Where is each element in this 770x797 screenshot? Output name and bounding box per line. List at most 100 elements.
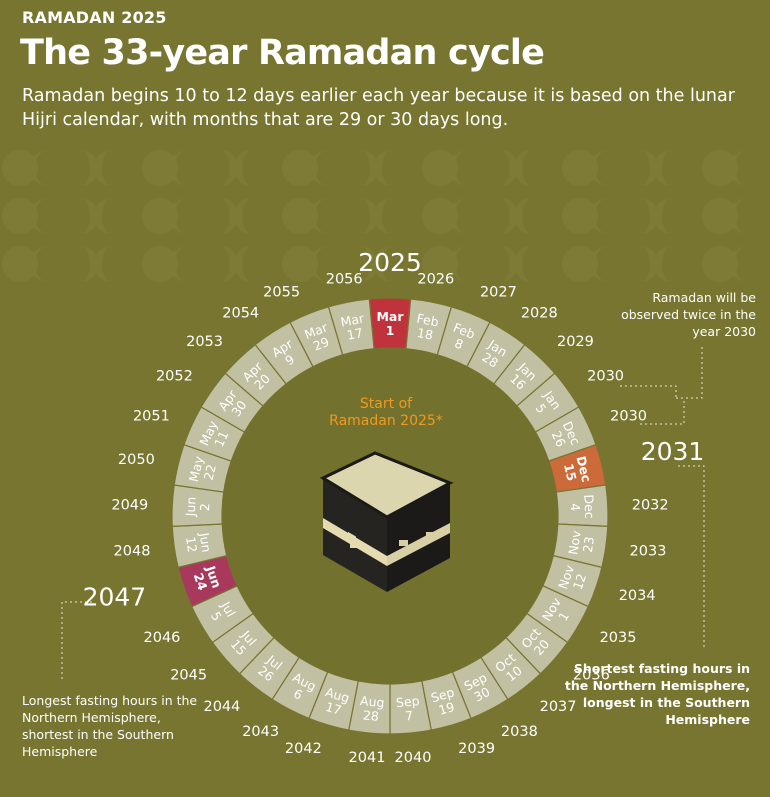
highlight-year-label: 2025 [358, 248, 422, 277]
year-label: 2038 [501, 724, 538, 740]
year-label: 2044 [203, 699, 240, 715]
segment-day: 18 [416, 325, 435, 343]
year-label: 2046 [144, 630, 181, 646]
year-label: 2029 [557, 334, 594, 350]
segment-date-label: Dec26 [547, 419, 583, 453]
segment-day: 28 [362, 707, 379, 723]
segment-date-label: Sep7 [395, 693, 421, 724]
ring-segment [327, 298, 375, 356]
segment-month: Jun [183, 496, 199, 517]
segment-day: 12 [570, 572, 589, 592]
year-label: 2027 [480, 284, 517, 300]
year-label: 2051 [133, 408, 170, 424]
segment-date-label: Mar 1 [376, 309, 404, 338]
segment-day: 22 [201, 463, 219, 482]
segment-day: 17 [324, 699, 343, 718]
year-label: 2052 [156, 369, 193, 385]
note-shortest-north: Shortest fasting hours in the Northern H… [564, 661, 750, 727]
segment-day: 7 [404, 708, 413, 724]
segment-date-label: Sep19 [429, 684, 460, 718]
segment-day: 29 [311, 334, 331, 354]
year-label: 2048 [114, 543, 151, 559]
segment-day: 23 [580, 536, 597, 554]
guide-2031 [678, 465, 705, 650]
segment-date-label: Dec15 [560, 454, 594, 486]
note-longest-north: Longest fasting hours in the Northern He… [22, 693, 198, 759]
year-label: 2028 [521, 305, 558, 321]
segment-date-label: Nov12 [555, 562, 591, 595]
segment-month: Jun [203, 563, 225, 590]
segment-day: 12 [183, 536, 200, 554]
segment-month: May [186, 454, 207, 483]
year-label: 2032 [632, 497, 669, 513]
year-label: 2035 [600, 630, 637, 646]
segment-month: Aug [324, 684, 352, 705]
year-label: 2056 [326, 271, 363, 287]
segment-date-label: Jun2 [183, 496, 213, 518]
segment-month: Sep [429, 684, 456, 705]
year-label: 2026 [417, 271, 454, 287]
segment-day: 1 [386, 323, 395, 338]
page-title: The 33-year Ramadan cycle [20, 33, 545, 73]
segment-date-label: May11 [196, 418, 233, 454]
year-label: 2030 [610, 408, 647, 424]
year-label: 2045 [170, 667, 207, 683]
segment-day: 2 [197, 503, 212, 512]
segment-date-label: Jan28 [477, 336, 510, 371]
segment-month: Dec [573, 454, 594, 483]
segment-day: 30 [471, 684, 492, 705]
segment-month: Dec [581, 494, 597, 519]
year-label: 2049 [111, 497, 148, 513]
year-label: 2054 [222, 305, 259, 321]
segment-day: 19 [437, 699, 457, 718]
year-label: 2036 [573, 667, 610, 683]
year-label: 2043 [242, 724, 279, 740]
year-label: 2050 [118, 452, 155, 468]
ring-center: Start of Ramadan 2025* [222, 348, 558, 684]
note-twice-2030: Ramadan will be observed twice in the ye… [621, 290, 756, 339]
kaaba-icon [319, 451, 454, 592]
segment-day: 11 [211, 429, 231, 450]
segment-month: Feb [415, 311, 440, 330]
year-label: 2040 [395, 750, 432, 766]
segment-date-label: Aug17 [320, 684, 352, 719]
guide-2030 [620, 344, 703, 399]
subtitle: Ramadan begins 10 to 12 days earlier eac… [22, 86, 735, 130]
segment-month: Aug [359, 693, 385, 710]
highlight-year-label: 2047 [83, 582, 147, 611]
year-label: 2042 [285, 741, 322, 757]
center-label-line2: Ramadan 2025* [329, 413, 443, 429]
segment-day: 4 [568, 503, 583, 512]
segment-date-label: Dec4 [567, 494, 597, 520]
segment-month: Nov [565, 529, 583, 556]
segment-month: Jun [196, 531, 214, 553]
segment-date-label: Mar17 [339, 310, 368, 343]
kicker: RAMADAN 2025 [22, 8, 167, 27]
year-label: 2055 [263, 284, 300, 300]
segment-date-label: May22 [186, 454, 220, 487]
year-label: 2033 [630, 543, 667, 559]
segment-day: 26 [549, 429, 569, 450]
segment-month: Sep [395, 693, 420, 710]
segment-date-label: Aug6 [284, 670, 319, 707]
guide-2030-second [640, 400, 685, 425]
year-label: 2053 [186, 334, 223, 350]
year-labels: 2025202620272028202920302030203120322033… [83, 248, 705, 766]
annotation-lines [61, 344, 705, 682]
year-label: 2034 [619, 588, 656, 604]
segment-date-label: Jul15 [227, 627, 260, 658]
highlight-year-label: 2031 [641, 437, 705, 466]
year-label: 2037 [540, 699, 577, 715]
year-label: 2041 [349, 750, 386, 766]
segment-date-label: Jun24 [189, 563, 224, 595]
segment-date-label: Aug28 [358, 693, 385, 724]
guide-2047 [61, 601, 92, 682]
segment-month: Mar [339, 310, 366, 329]
segment-month: Jul [218, 598, 239, 619]
segment-month: Mar [376, 309, 404, 324]
center-label-line1: Start of [360, 396, 413, 412]
year-label: 2030 [587, 369, 624, 385]
